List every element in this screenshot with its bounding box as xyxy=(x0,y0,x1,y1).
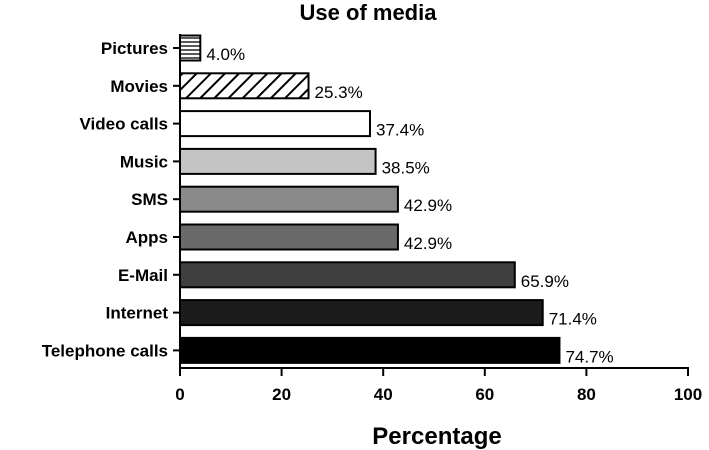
category-label-telephone-calls: Telephone calls xyxy=(42,341,168,360)
category-label-internet: Internet xyxy=(106,304,169,323)
category-label-pictures: Pictures xyxy=(101,39,168,58)
bar-telephone-calls xyxy=(179,336,561,364)
bar-pictures xyxy=(179,34,202,62)
data-label-pictures: 4.0% xyxy=(206,45,245,64)
x-axis-title: Percentage xyxy=(372,423,501,450)
category-label-apps: Apps xyxy=(126,228,169,247)
x-tick-label: 60 xyxy=(475,385,494,404)
data-label-internet: 71.4% xyxy=(549,310,597,329)
category-label-music: Music xyxy=(120,152,168,171)
chart-title: Use of media xyxy=(300,0,438,25)
bar-e-mail xyxy=(179,261,516,289)
x-tick-label: 40 xyxy=(374,385,393,404)
bar-music xyxy=(179,147,377,175)
x-tick-label: 0 xyxy=(175,385,184,404)
bar-sms xyxy=(179,185,399,213)
bar-video-calls xyxy=(179,110,371,138)
plot-area: 0 20 40 60 80 100 Pictures 4.0% Movies 25.3% Video… xyxy=(42,34,702,404)
data-label-e-mail: 65.9% xyxy=(521,272,569,291)
category-label-video-calls: Video calls xyxy=(79,115,168,134)
x-tick-label: 100 xyxy=(674,385,702,404)
x-tick-label: 80 xyxy=(577,385,596,404)
bar-apps xyxy=(179,223,399,251)
category-label-e-mail: E-Mail xyxy=(118,266,168,285)
data-label-music: 38.5% xyxy=(382,158,430,177)
category-label-sms: SMS xyxy=(131,190,168,209)
category-label-movies: Movies xyxy=(110,77,168,96)
x-tick-label: 20 xyxy=(272,385,291,404)
data-label-telephone-calls: 74.7% xyxy=(565,347,613,366)
data-label-sms: 42.9% xyxy=(404,196,452,215)
data-label-apps: 42.9% xyxy=(404,234,452,253)
data-label-video-calls: 37.4% xyxy=(376,121,424,140)
bar-internet xyxy=(179,299,544,327)
bar-movies xyxy=(179,72,310,100)
data-label-movies: 25.3% xyxy=(315,83,363,102)
